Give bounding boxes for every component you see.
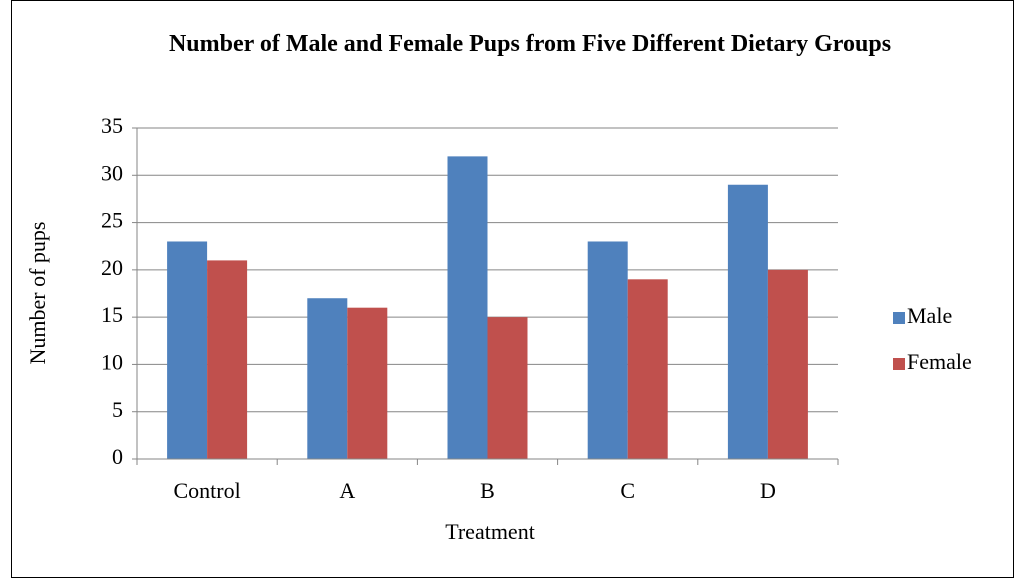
bar bbox=[347, 307, 388, 459]
y-tick-label: 0 bbox=[112, 444, 123, 469]
y-tick-label: 20 bbox=[101, 255, 123, 280]
legend-label: Female bbox=[907, 349, 972, 374]
bar bbox=[627, 279, 668, 459]
bar bbox=[487, 317, 528, 459]
bar bbox=[727, 184, 768, 459]
legend-swatch bbox=[893, 312, 905, 324]
chart-title: Number of Male and Female Pups from Five… bbox=[168, 31, 892, 57]
bar bbox=[307, 298, 348, 459]
y-tick-label: 35 bbox=[101, 113, 123, 138]
y-tick-label: 30 bbox=[101, 160, 123, 185]
x-tick-label: C bbox=[620, 478, 635, 503]
legend-label: Male bbox=[907, 303, 952, 328]
bar bbox=[767, 269, 808, 459]
x-axis-label: Treatment bbox=[445, 519, 535, 544]
bar bbox=[447, 156, 488, 459]
bar bbox=[167, 241, 208, 459]
bar bbox=[587, 241, 628, 459]
x-tick-label: D bbox=[760, 478, 776, 503]
y-axis-label: Number of pups bbox=[25, 222, 50, 365]
x-tick-label: Control bbox=[173, 478, 240, 503]
bar bbox=[207, 260, 248, 459]
x-tick-label: B bbox=[480, 478, 495, 503]
x-tick-label: A bbox=[339, 478, 355, 503]
y-tick-label: 25 bbox=[101, 208, 123, 233]
y-tick-label: 5 bbox=[112, 397, 123, 422]
legend-swatch bbox=[893, 358, 905, 370]
chart-border bbox=[11, 0, 1014, 578]
y-tick-label: 15 bbox=[101, 302, 123, 327]
y-tick-label: 10 bbox=[101, 349, 123, 374]
